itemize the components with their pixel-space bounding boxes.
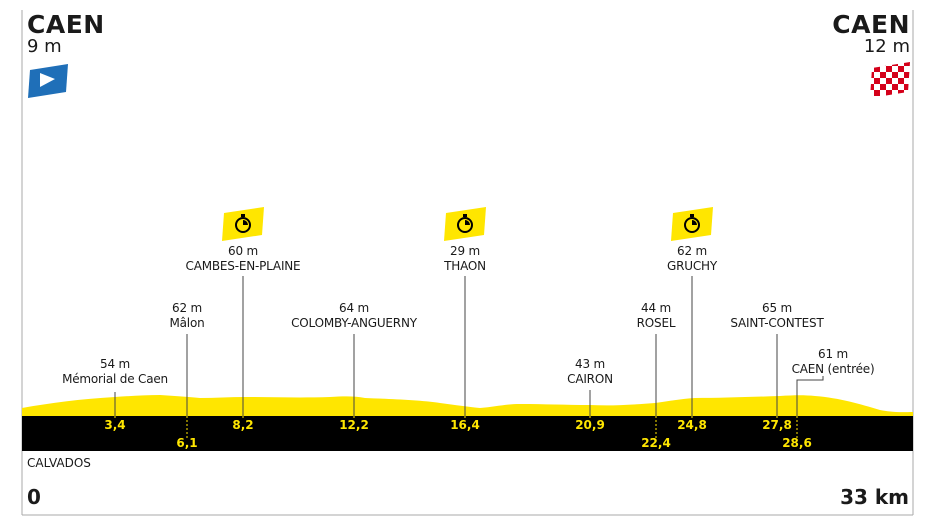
- point-markers: [114, 207, 824, 438]
- point-altitude: 54 m: [100, 357, 130, 371]
- point-km: 12,2: [339, 418, 369, 432]
- finish-flag-icon: [870, 62, 910, 98]
- point-km: 16,4: [450, 418, 480, 432]
- stopwatch-icon: [671, 207, 713, 241]
- finish-title: CAEN: [832, 10, 910, 39]
- point-name: COLOMBY-ANGUERNY: [291, 316, 417, 330]
- point-name: ROSEL: [636, 316, 676, 330]
- point-name: GRUCHY: [667, 259, 717, 273]
- point-km: 8,2: [232, 418, 254, 432]
- point-km: 3,4: [104, 418, 126, 432]
- point-km: 28,6: [782, 436, 812, 450]
- start-title: CAEN: [27, 10, 105, 39]
- point-km: 6,1: [176, 436, 198, 450]
- stopwatch-icon: [444, 207, 486, 241]
- point-altitude: 61 m: [818, 347, 848, 361]
- point-altitude: 64 m: [339, 301, 369, 315]
- point-altitude: 60 m: [228, 244, 258, 258]
- point-name: Mémorial de Caen: [62, 372, 168, 386]
- point-altitude: 43 m: [575, 357, 605, 371]
- point-altitude: 62 m: [172, 301, 202, 315]
- point-km: 27,8: [762, 418, 792, 432]
- point-altitude: 65 m: [762, 301, 792, 315]
- region-label: CALVADOS: [27, 456, 91, 470]
- finish-altitude: 12 m: [863, 36, 910, 57]
- point-km: 24,8: [677, 418, 707, 432]
- point-name: Mâlon: [169, 316, 205, 330]
- start-altitude: 9 m: [27, 36, 62, 57]
- elevation-profile: [22, 395, 913, 416]
- point-altitude: 44 m: [641, 301, 671, 315]
- point-name: CAIRON: [567, 372, 613, 386]
- point-altitude: 29 m: [450, 244, 480, 258]
- distance-start: 0: [27, 485, 41, 509]
- start-flag-icon: [28, 64, 68, 98]
- stopwatch-icon: [222, 207, 264, 241]
- distance-band: [22, 416, 913, 451]
- point-name: SAINT-CONTEST: [730, 316, 824, 330]
- point-altitude: 62 m: [677, 244, 707, 258]
- point-name: CAEN (entrée): [791, 362, 875, 376]
- leader-line: [796, 376, 824, 392]
- point-name: CAMBES-EN-PLAINE: [185, 259, 301, 273]
- point-name: THAON: [444, 259, 486, 273]
- distance-end: 33 km: [840, 485, 909, 509]
- point-km: 22,4: [641, 436, 671, 450]
- point-km: 20,9: [575, 418, 605, 432]
